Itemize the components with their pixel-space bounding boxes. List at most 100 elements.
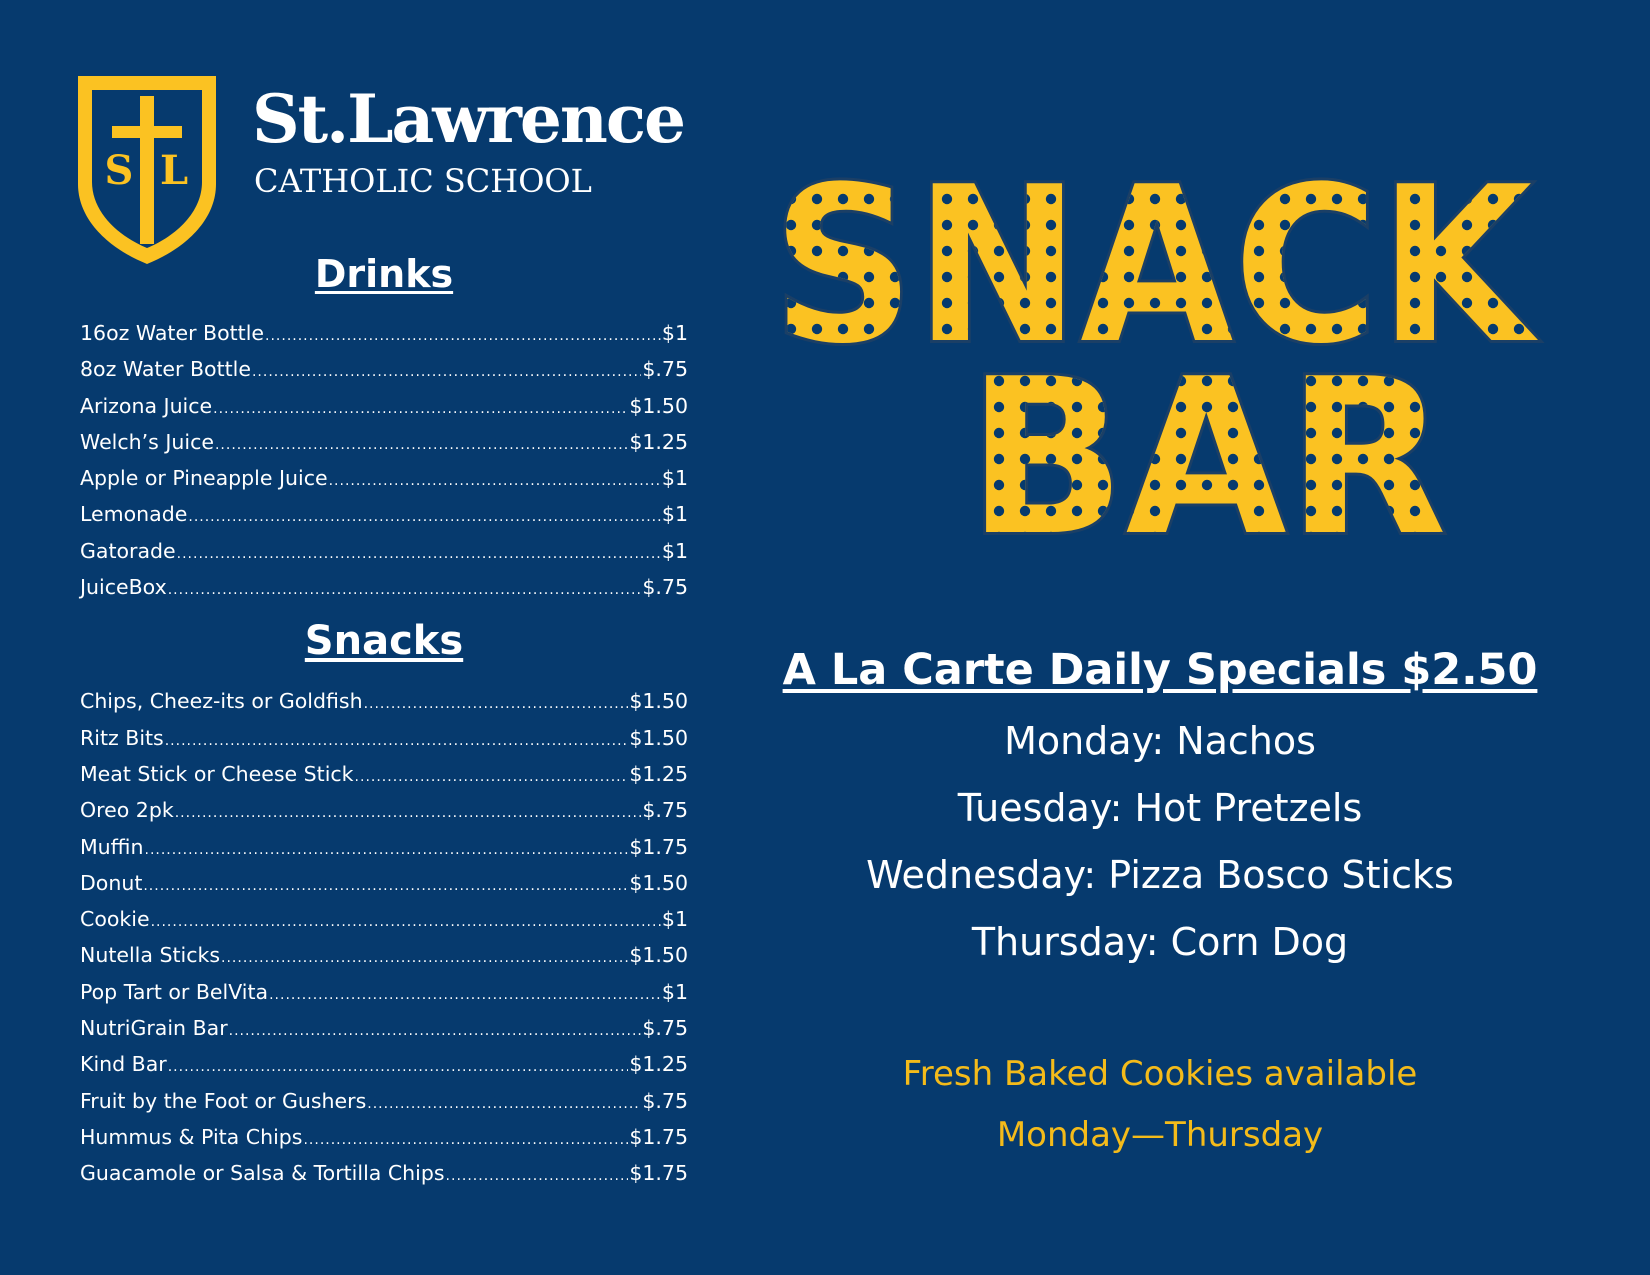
snacks-list: Chips, Cheez-its or Goldfish............… <box>80 683 688 1191</box>
dot-leader: ........................................… <box>167 582 642 599</box>
item-name: Guacamole or Salsa & Tortilla Chips <box>80 1161 445 1186</box>
item-name: 16oz Water Bottle <box>80 321 265 345</box>
menu-item: Arizona Juice...........................… <box>80 388 688 424</box>
menu-item: Apple or Pineapple Juice................… <box>80 460 688 496</box>
snack-word-dots: SNACK <box>772 160 1539 391</box>
item-price: $1 <box>661 907 688 932</box>
item-name: NutriGrain Bar <box>80 1016 228 1041</box>
item-price: $1.75 <box>629 1161 688 1186</box>
item-name: Hummus & Pita Chips <box>80 1124 303 1149</box>
menu-item: NutriGrain Bar..........................… <box>80 1010 688 1046</box>
item-name: Arizona Juice <box>80 393 213 418</box>
item-name: Pop Tart or BelVita <box>80 979 269 1004</box>
dot-leader: ........................................… <box>174 805 642 822</box>
item-price: $.75 <box>642 1016 688 1041</box>
dot-leader: ........................................… <box>269 986 661 1003</box>
item-name: 8oz Water Bottle <box>80 357 251 382</box>
special-wednesday: Wednesday: Pizza Bosco Sticks <box>866 853 1454 897</box>
specials-list: Monday: Nachos Tuesday: Hot Pretzels Wed… <box>760 708 1560 976</box>
dot-leader: ........................................… <box>363 696 629 713</box>
item-name: Nutella Sticks <box>80 943 221 968</box>
logo-monogram-s: S <box>105 147 134 194</box>
logo-monogram-l: L <box>160 147 188 194</box>
menu-item: Chips, Cheez-its or Goldfish............… <box>80 683 688 719</box>
snack-bar-title-art: SNACK SNACK BAR BAR <box>769 160 1542 580</box>
menu-item: Pop Tart or BelVita.....................… <box>80 974 688 1010</box>
item-price: $1.50 <box>629 725 688 750</box>
menu-item: Welch’s Juice...........................… <box>80 424 688 460</box>
snack-word: SNACK <box>772 160 1539 391</box>
dot-leader: ........................................… <box>328 473 661 490</box>
drinks-list: 16oz Water Bottle.......................… <box>80 315 688 605</box>
item-price: $1.50 <box>629 943 688 968</box>
dot-leader: ........................................… <box>228 1023 642 1040</box>
dot-leader: ........................................… <box>367 1095 641 1112</box>
item-name: Donut <box>80 870 143 895</box>
dot-leader: ........................................… <box>188 509 661 526</box>
item-price: $.75 <box>642 798 688 823</box>
dot-leader: ........................................… <box>251 364 641 381</box>
dot-leader: ........................................… <box>354 768 629 785</box>
dot-leader: ........................................… <box>144 841 629 858</box>
snacks-heading: Snacks <box>304 618 464 665</box>
menu-item: Oreo 2pk................................… <box>80 792 688 828</box>
item-price: $1.75 <box>629 1124 688 1149</box>
item-price: $1.25 <box>629 1052 688 1077</box>
menu-item: Meat Stick or Cheese Stick..............… <box>80 756 688 792</box>
menu-item: Ritz Bits...............................… <box>80 720 688 756</box>
item-price: $1 <box>661 538 688 563</box>
daily-specials: A La Carte Daily Specials $2.50 Monday: … <box>760 640 1560 976</box>
item-price: $1.50 <box>629 689 688 714</box>
item-price: $1 <box>661 321 688 345</box>
bar-word: BAR <box>967 332 1447 580</box>
item-price: $1.50 <box>629 870 688 895</box>
item-name: Fruit by the Foot or Gushers <box>80 1088 367 1113</box>
item-price: $1 <box>661 466 688 491</box>
item-price: $1.25 <box>629 761 688 786</box>
menu-item: Donut...................................… <box>80 865 688 901</box>
dot-leader: ........................................… <box>303 1131 629 1148</box>
menu-item: Cookie..................................… <box>80 901 688 937</box>
item-price: $.75 <box>642 1088 688 1113</box>
special-tuesday: Tuesday: Hot Pretzels <box>957 786 1363 830</box>
menu-item: 16oz Water Bottle.......................… <box>80 315 688 351</box>
dot-leader: ........................................… <box>150 914 661 931</box>
menu-item: Muffin..................................… <box>80 829 688 865</box>
dot-leader: ........................................… <box>221 950 629 967</box>
item-price: $.75 <box>642 357 688 382</box>
item-name: Gatorade <box>80 538 176 563</box>
dot-leader: ........................................… <box>176 545 661 562</box>
dot-leader: ........................................… <box>445 1168 629 1185</box>
menu-item: JuiceBox................................… <box>80 569 688 605</box>
item-name: Cookie <box>80 907 150 932</box>
dot-leader: ........................................… <box>167 1059 629 1076</box>
menu-column: Drinks 16oz Water Bottle................… <box>80 255 688 1192</box>
item-name: Muffin <box>80 834 144 859</box>
special-thursday: Thursday: Corn Dog <box>971 920 1349 964</box>
cookies-note-line2: Monday—Thursday <box>996 1115 1324 1155</box>
shield-cross-icon: S L <box>78 76 216 264</box>
dot-leader: ........................................… <box>143 877 629 894</box>
menu-item: Lemonade................................… <box>80 496 688 532</box>
item-name: Apple or Pineapple Juice <box>80 466 328 491</box>
menu-item: Guacamole or Salsa & Tortilla Chips.....… <box>80 1155 688 1191</box>
school-logo: S L St.Lawrence CATHOLIC SCHOOL <box>72 72 692 272</box>
drinks-heading: Drinks <box>314 252 454 296</box>
item-price: $1.75 <box>629 834 688 859</box>
menu-item: Hummus & Pita Chips.....................… <box>80 1119 688 1155</box>
item-name: Oreo 2pk <box>80 798 174 823</box>
menu-item: Gatorade................................… <box>80 533 688 569</box>
item-name: Kind Bar <box>80 1052 167 1077</box>
item-price: $1 <box>661 979 688 1004</box>
menu-item: Fruit by the Foot or Gushers ...........… <box>80 1083 688 1119</box>
menu-item: Nutella Sticks..........................… <box>80 937 688 973</box>
dot-leader: ........................................… <box>265 328 661 344</box>
menu-item: Kind Bar................................… <box>80 1046 688 1082</box>
item-price: $1.25 <box>629 429 688 454</box>
cookies-note-line1: Fresh Baked Cookies available <box>902 1054 1418 1094</box>
item-price: $1 <box>661 502 688 527</box>
item-name: Lemonade <box>80 502 188 527</box>
item-name: JuiceBox <box>80 575 167 600</box>
dot-leader: ........................................… <box>213 400 629 417</box>
